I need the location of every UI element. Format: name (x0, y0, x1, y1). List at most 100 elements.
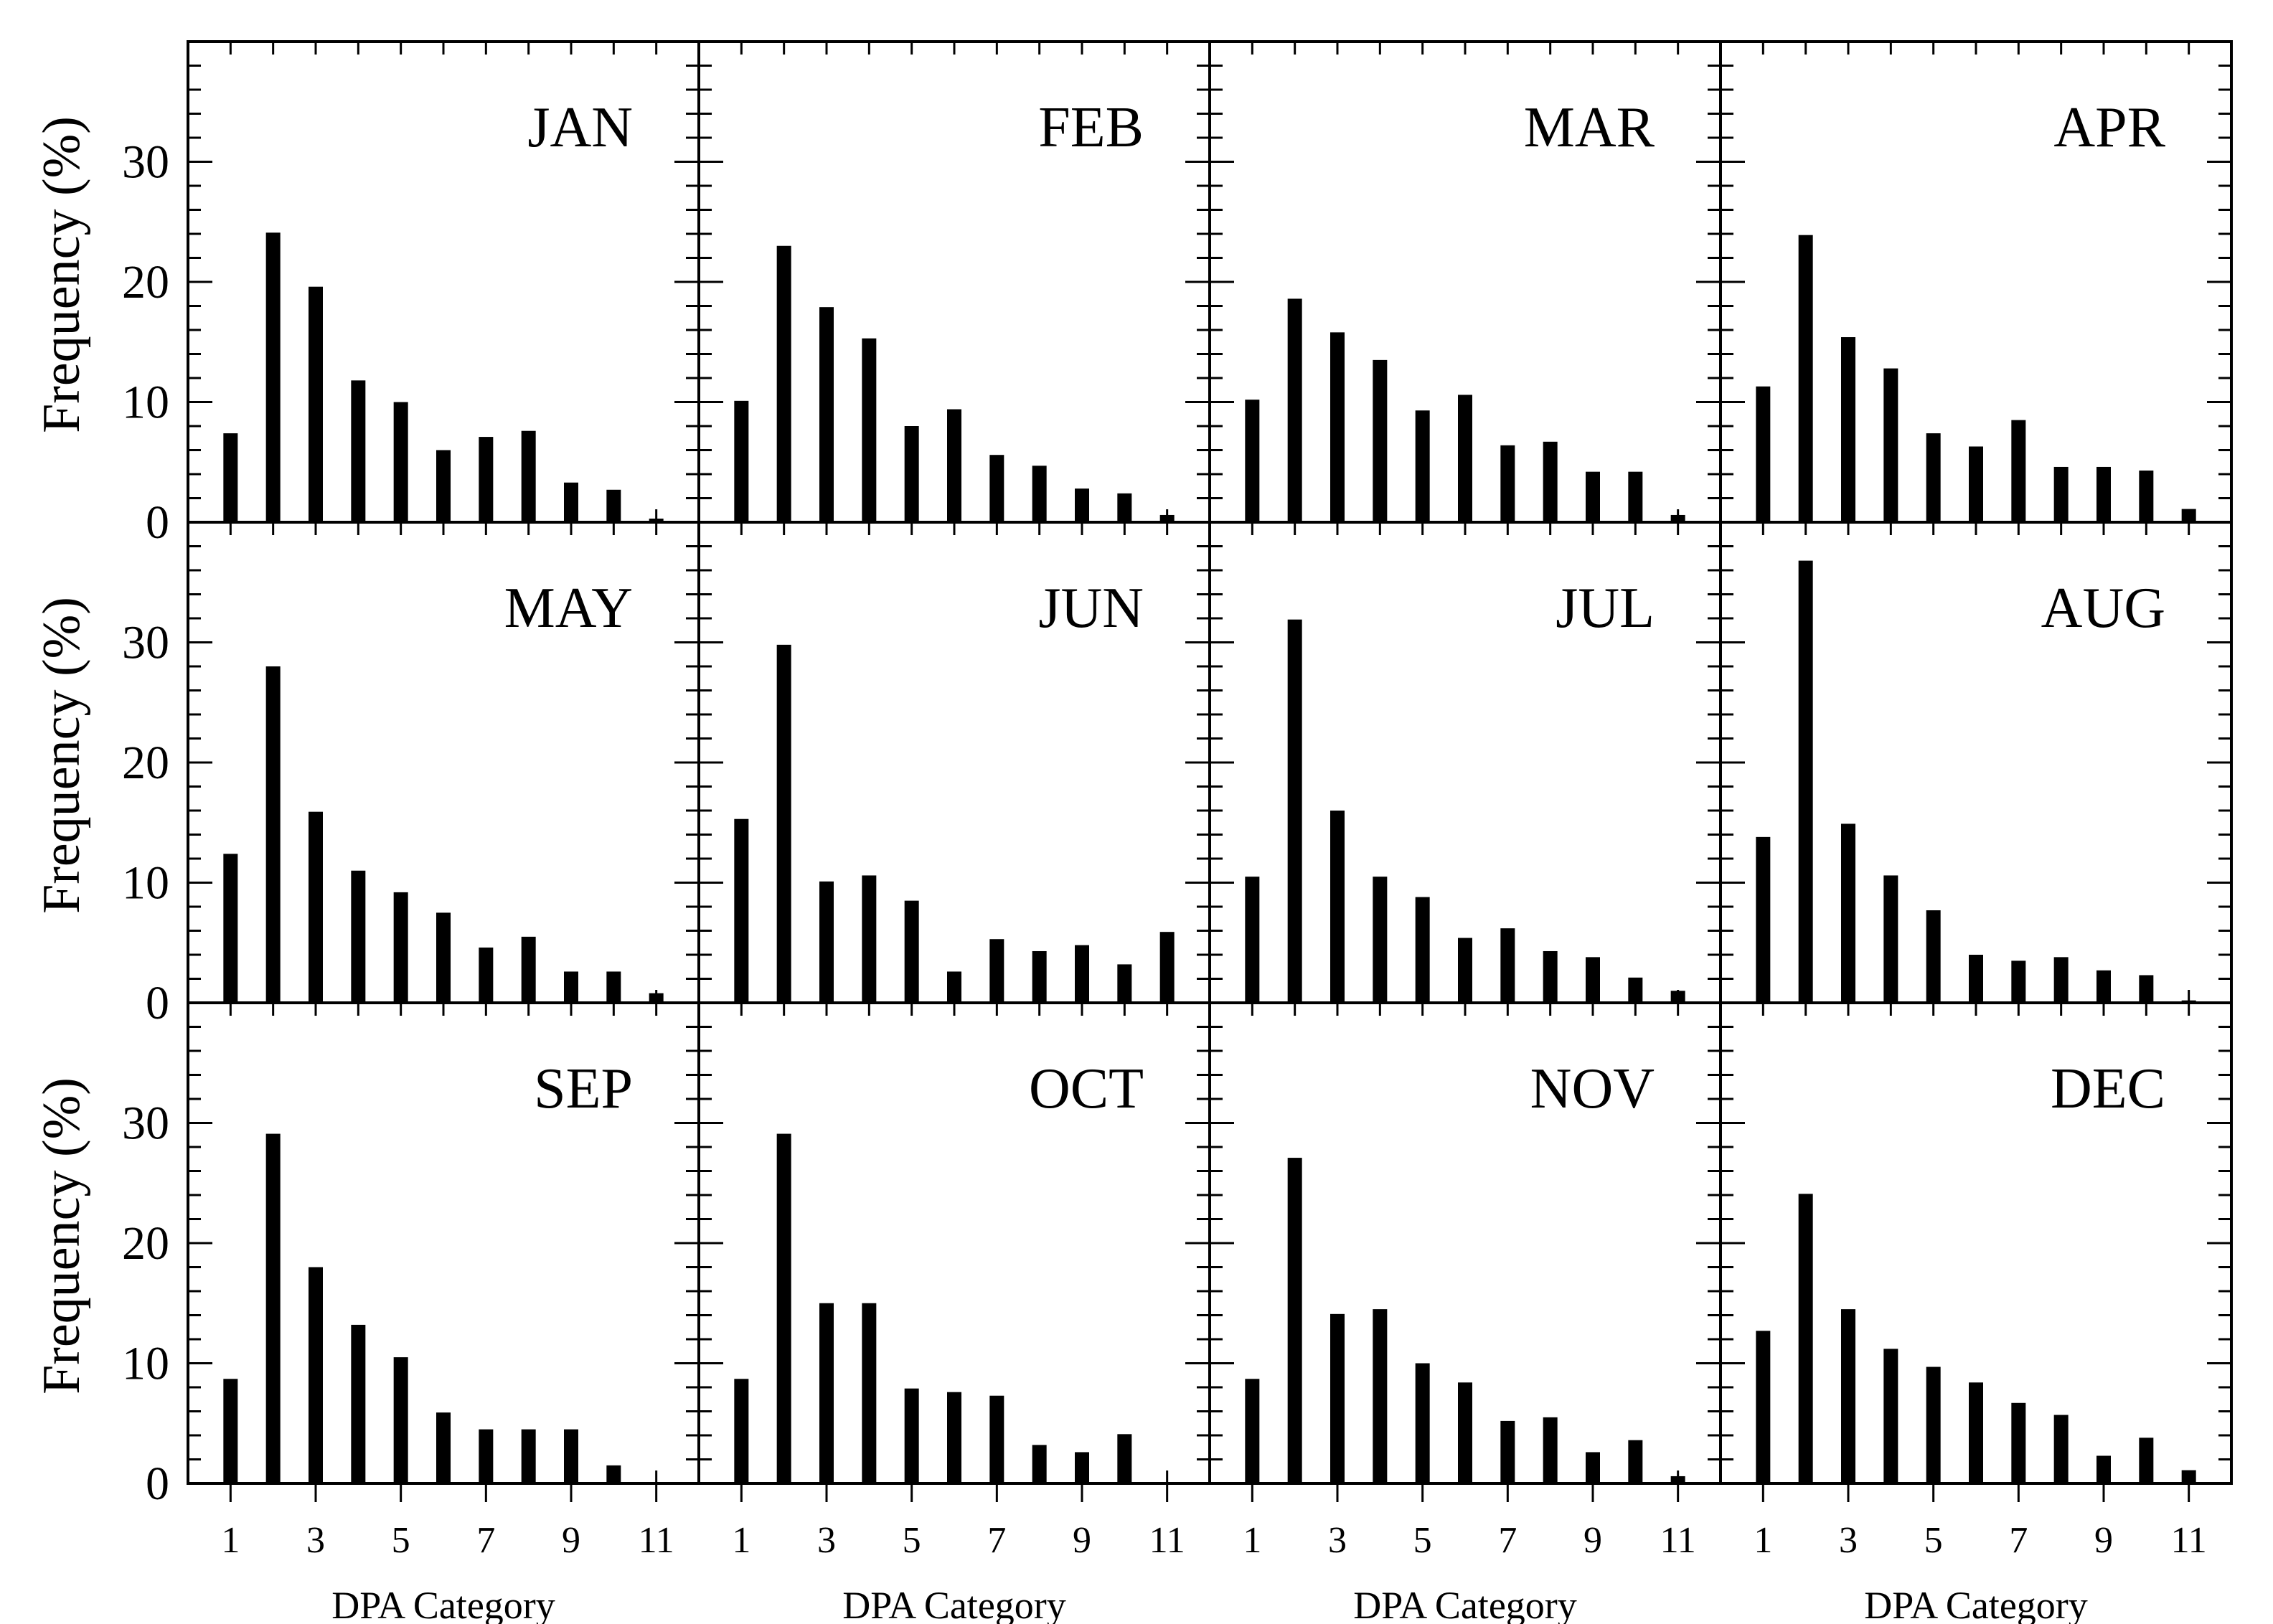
bar-oct-1 (734, 1379, 749, 1483)
bar-may-1 (223, 854, 238, 1003)
bar-nov-2 (1287, 1158, 1302, 1483)
x-tick-label: 11 (639, 1520, 674, 1561)
x-tick-label: 7 (2009, 1520, 2028, 1561)
bar-oct-10 (1117, 1434, 1132, 1483)
bar-oct-5 (904, 1388, 919, 1483)
x-tick-label: 11 (2171, 1520, 2207, 1561)
x-axis-label: DPA Category (1864, 1584, 2088, 1624)
y-tick-label: 20 (122, 256, 169, 308)
bar-sep-1 (223, 1379, 238, 1483)
bar-nov-11 (1670, 1476, 1685, 1483)
bar-dec-2 (1798, 1194, 1813, 1483)
panel-mar: MAR (1208, 40, 1722, 524)
y-tick-label: 30 (122, 1097, 169, 1150)
bar-nov-3 (1330, 1313, 1345, 1483)
x-tick-label: 7 (476, 1520, 495, 1561)
bar-sep-10 (606, 1465, 621, 1483)
y-tick-label: 10 (122, 1338, 169, 1390)
bar-apr-5 (1926, 433, 1941, 522)
bar-jul-9 (1586, 957, 1600, 1003)
bar-sep-6 (436, 1412, 451, 1483)
bar-dec-6 (1969, 1382, 1983, 1483)
bar-sep-5 (393, 1357, 408, 1483)
bar-apr-7 (2011, 420, 2026, 522)
bar-apr-6 (1969, 446, 1983, 522)
bar-nov-7 (1500, 1420, 1515, 1483)
bar-apr-11 (2181, 509, 2196, 522)
x-tick-label: 11 (1660, 1520, 1696, 1561)
x-tick-label: 9 (1583, 1520, 1602, 1561)
bar-feb-3 (819, 307, 834, 522)
bar-aug-5 (1926, 910, 1941, 1003)
bar-may-9 (564, 971, 578, 1003)
bar-oct-3 (819, 1303, 834, 1483)
bar-jul-8 (1543, 950, 1558, 1003)
bar-dec-3 (1841, 1309, 1855, 1483)
bar-aug-8 (2053, 957, 2069, 1003)
y-tick-label: 0 (146, 1458, 169, 1510)
bar-jan-3 (309, 286, 323, 522)
bar-may-2 (265, 666, 281, 1003)
bar-feb-7 (989, 455, 1004, 522)
bar-may-3 (309, 811, 323, 1003)
bar-jul-4 (1373, 877, 1388, 1003)
y-tick-label: 30 (122, 136, 169, 189)
bar-apr-4 (1883, 368, 1898, 522)
bar-sep-2 (265, 1133, 281, 1483)
panel-apr: APR (1719, 40, 2233, 524)
bar-apr-1 (1756, 386, 1771, 522)
panel-sep: 10 20 30 0 SEP 1 3 5 7 9 11 DPA Category Frequency (… (32, 1001, 700, 1624)
x-tick-label: 11 (1149, 1520, 1185, 1561)
bar-jul-6 (1458, 938, 1472, 1003)
bar-aug-6 (1969, 955, 1983, 1003)
bar-apr-2 (1798, 235, 1813, 522)
bar-mar-10 (1628, 471, 1643, 522)
bar-jun-8 (1032, 950, 1047, 1003)
bar-nov-5 (1415, 1363, 1430, 1483)
x-tick-label: 9 (1073, 1520, 1091, 1561)
bar-feb-9 (1075, 488, 1089, 522)
bar-dec-9 (2096, 1455, 2111, 1483)
bar-oct-2 (776, 1133, 791, 1483)
bar-feb-11 (1159, 514, 1175, 522)
bar-jan-2 (265, 232, 281, 522)
bar-jun-1 (734, 818, 749, 1003)
bar-aug-7 (2011, 960, 2026, 1003)
bar-nov-6 (1458, 1382, 1472, 1483)
bar-sep-4 (351, 1324, 366, 1483)
panel-may: 10 20 30 0 MAY Frequency (%) (32, 521, 700, 1029)
bar-jul-2 (1287, 619, 1302, 1003)
bar-feb-10 (1117, 493, 1132, 522)
x-tick-label: 1 (732, 1520, 750, 1561)
panel-jan: 10 20 30 0 JAN Frequency (%) (32, 40, 700, 549)
bar-jun-4 (862, 875, 877, 1003)
bar-jul-11 (1670, 991, 1685, 1003)
bar-oct-6 (947, 1392, 961, 1483)
bar-jan-8 (521, 430, 536, 522)
bar-mar-6 (1458, 395, 1472, 522)
bar-mar-5 (1415, 410, 1430, 522)
bar-oct-9 (1075, 1452, 1089, 1483)
bar-jul-1 (1245, 877, 1260, 1003)
bar-oct-8 (1032, 1445, 1047, 1483)
x-tick-label: 5 (1413, 1520, 1432, 1561)
bar-jul-3 (1330, 811, 1345, 1003)
panel-title: MAR (1524, 96, 1655, 159)
bar-oct-7 (989, 1395, 1004, 1483)
bar-jun-3 (819, 881, 834, 1003)
x-tick-label: 5 (903, 1520, 921, 1561)
bar-jun-5 (904, 900, 919, 1003)
panel-title: DEC (2051, 1057, 2165, 1120)
bar-jun-10 (1117, 964, 1132, 1003)
y-tick-label: 30 (122, 617, 169, 669)
bar-may-7 (479, 947, 494, 1003)
bar-jan-1 (223, 433, 238, 522)
x-tick-label: 3 (1328, 1520, 1347, 1561)
bar-feb-8 (1032, 466, 1047, 522)
bar-dec-8 (2053, 1415, 2069, 1483)
y-tick-label: 20 (122, 737, 169, 789)
x-tick-label: 5 (392, 1520, 410, 1561)
bar-sep-9 (564, 1429, 578, 1483)
